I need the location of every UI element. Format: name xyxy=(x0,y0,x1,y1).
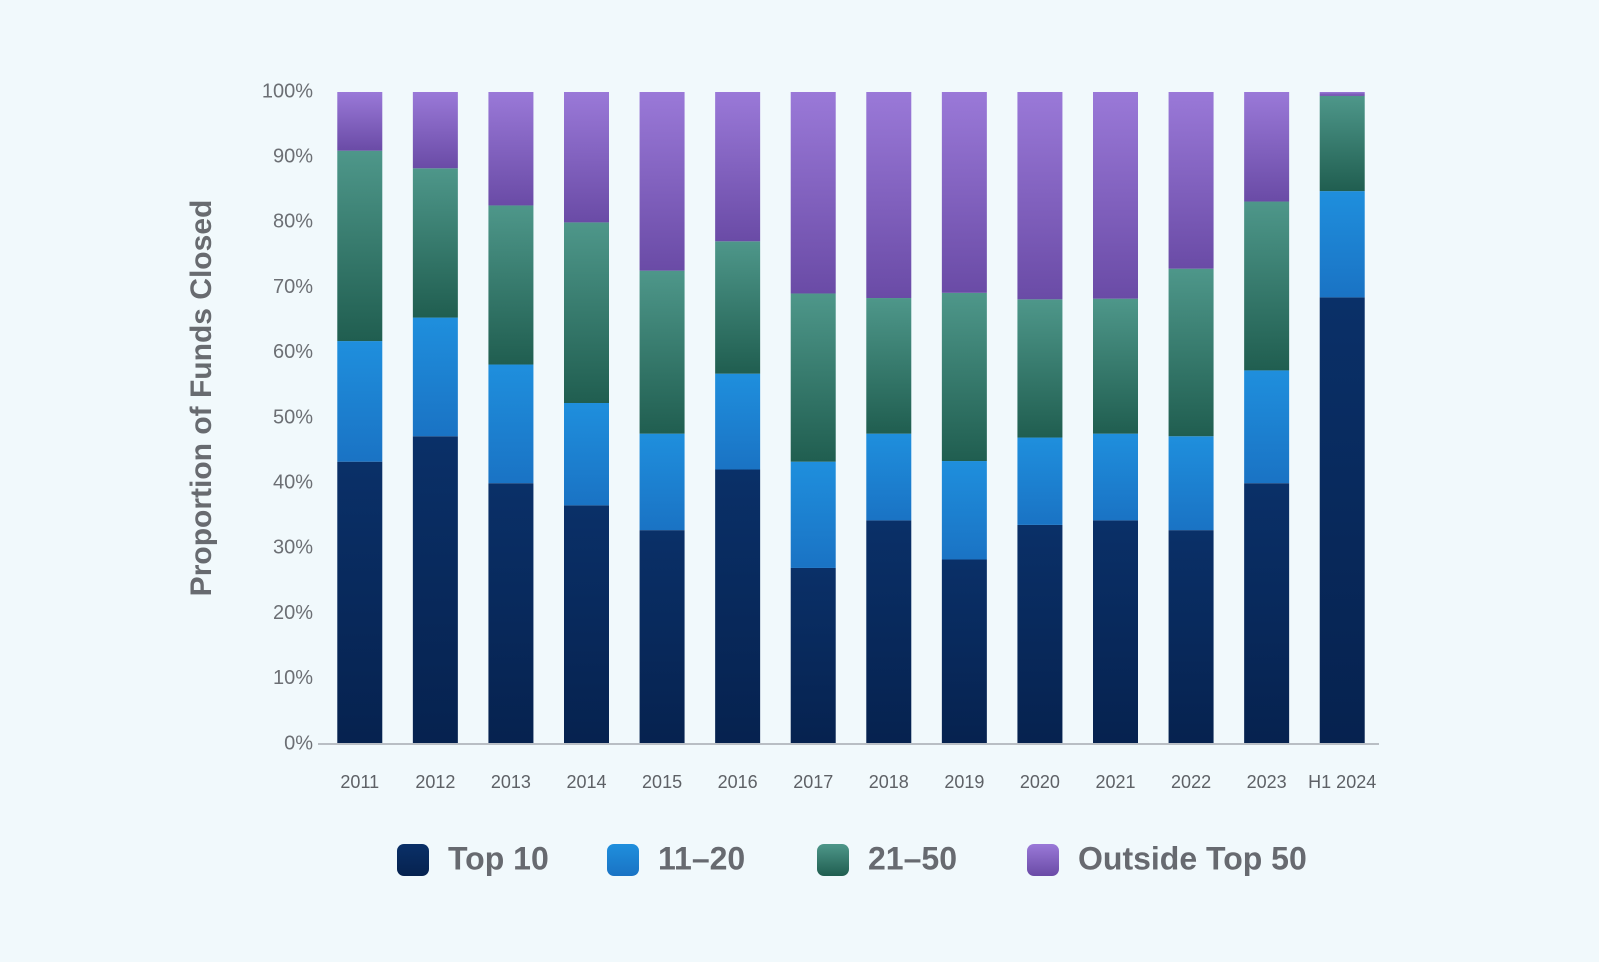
bar-segment-11-20-2013 xyxy=(488,364,534,484)
bar-segment-outside-top-50-2020 xyxy=(1017,92,1063,300)
x-tick-label: 2016 xyxy=(718,772,758,792)
bar-segment-outside-top-50-2022 xyxy=(1168,92,1214,269)
bar-segment-11-20-2021 xyxy=(1093,433,1138,521)
bar-segment-top-10-2022 xyxy=(1168,530,1214,744)
bar-segment-11-20-2012 xyxy=(412,317,458,437)
bar-segment-11-20-2011 xyxy=(337,341,383,462)
bar-segment-11-20-2014 xyxy=(564,403,609,506)
legend-swatch-outside-top-50 xyxy=(1027,844,1059,876)
bar-segment-outside-top-50-2013 xyxy=(488,92,534,206)
bar-segment-11-20-2019 xyxy=(941,461,987,560)
y-tick-label: 0% xyxy=(284,732,313,754)
x-tick-label: 2019 xyxy=(944,772,984,792)
bar-segment-outside-top-50-2023 xyxy=(1244,92,1290,202)
bar-segment-outside-top-50-2021 xyxy=(1093,92,1138,299)
bar-segment-outside-top-50-2011 xyxy=(337,92,383,151)
bar-segment-11-20-2018 xyxy=(866,433,912,521)
y-tick-label: 70% xyxy=(273,276,313,298)
y-tick-label: 90% xyxy=(273,145,313,167)
bar-segment-outside-top-50-2016 xyxy=(715,92,761,242)
y-tick-label: 80% xyxy=(273,211,313,233)
bar-segment-21-50-2021 xyxy=(1093,298,1138,434)
bar-segment-21-50-2011 xyxy=(337,150,383,342)
legend-swatch-11-20 xyxy=(607,844,639,876)
x-tick-label: 2011 xyxy=(340,772,379,792)
bar-segment-top-10-2014 xyxy=(564,505,609,744)
x-tick-label: 2017 xyxy=(793,772,833,792)
bar-segment-top-10-2012 xyxy=(412,436,458,744)
bar-segment-11-20-2023 xyxy=(1244,370,1290,484)
bar-segment-outside-top-50-h1-2024 xyxy=(1319,92,1365,96)
bar-segment-top-10-2020 xyxy=(1017,524,1063,744)
bar-segment-top-10-2011 xyxy=(337,461,383,744)
bar-segment-21-50-2016 xyxy=(715,241,761,374)
bar-segment-21-50-2017 xyxy=(790,293,836,462)
y-tick-label: 30% xyxy=(273,537,313,559)
legend-label-outside-top-50: Outside Top 50 xyxy=(1078,840,1307,876)
x-tick-label: 2023 xyxy=(1247,772,1287,792)
bar-segment-outside-top-50-2012 xyxy=(412,92,458,169)
legend-item-21-50: 21–50 xyxy=(817,840,957,876)
legend-item-11-20: 11–20 xyxy=(607,840,745,876)
legend-label-top-10: Top 10 xyxy=(448,840,549,876)
bar-segment-11-20-2015 xyxy=(639,433,685,531)
bar-segment-top-10-2017 xyxy=(790,567,836,744)
x-tick-label: 2022 xyxy=(1171,772,1211,792)
bar-segment-21-50-2019 xyxy=(941,292,987,462)
legend-label-21-50: 21–50 xyxy=(868,840,957,876)
x-tick-label: 2012 xyxy=(415,772,455,792)
bar-segment-21-50-2012 xyxy=(412,168,458,318)
bar-segment-11-20-2022 xyxy=(1168,436,1214,531)
bar-segment-top-10-h1-2024 xyxy=(1319,297,1365,744)
y-tick-label: 10% xyxy=(273,667,313,689)
y-axis-label: Proportion of Funds Closed xyxy=(185,200,218,597)
y-tick-label: 100% xyxy=(262,80,313,102)
bar-segment-outside-top-50-2015 xyxy=(639,92,685,271)
legend-item-top-10: Top 10 xyxy=(397,840,549,876)
bar-segment-outside-top-50-2018 xyxy=(866,92,912,299)
x-tick-label: 2015 xyxy=(642,772,682,792)
bar-segment-top-10-2019 xyxy=(941,559,987,744)
bar-segment-top-10-2023 xyxy=(1244,483,1290,744)
x-tick-label: 2018 xyxy=(869,772,909,792)
bar-segment-21-50-2013 xyxy=(488,205,534,365)
bar-segment-11-20-2016 xyxy=(715,373,761,470)
bar-segment-top-10-2015 xyxy=(639,530,685,744)
bar-segment-21-50-2018 xyxy=(866,298,912,434)
x-tick-label: 2021 xyxy=(1095,772,1135,792)
bar-segment-11-20-h1-2024 xyxy=(1319,191,1365,298)
legend-swatch-top-10 xyxy=(397,844,429,876)
x-tick-label: 2013 xyxy=(491,772,531,792)
legend-swatch-21-50 xyxy=(817,844,849,876)
bar-segment-21-50-h1-2024 xyxy=(1319,95,1365,192)
x-tick-label: 2020 xyxy=(1020,772,1060,792)
bar-segment-outside-top-50-2014 xyxy=(564,92,609,223)
y-tick-label: 40% xyxy=(273,471,313,493)
bar-segment-11-20-2020 xyxy=(1017,437,1063,525)
bar-segment-21-50-2022 xyxy=(1168,268,1214,437)
x-tick-label: 2014 xyxy=(566,772,606,792)
bar-segment-21-50-2020 xyxy=(1017,299,1063,438)
y-tick-label: 50% xyxy=(273,406,313,428)
y-tick-label: 20% xyxy=(273,602,313,624)
x-tick-label: H1 2024 xyxy=(1308,772,1376,792)
bar-segment-21-50-2023 xyxy=(1244,201,1290,371)
bar-segment-top-10-2016 xyxy=(715,469,761,744)
y-tick-label: 60% xyxy=(273,341,313,363)
bar-segment-21-50-2014 xyxy=(564,222,609,404)
bar-segment-11-20-2017 xyxy=(790,461,836,568)
bar-segment-outside-top-50-2017 xyxy=(790,92,836,294)
bar-segment-top-10-2021 xyxy=(1093,520,1138,744)
bar-segment-top-10-2018 xyxy=(866,520,912,744)
bar-segment-top-10-2013 xyxy=(488,483,534,744)
bar-segment-21-50-2015 xyxy=(639,270,685,434)
legend-item-outside-top-50: Outside Top 50 xyxy=(1027,840,1307,876)
legend-label-11-20: 11–20 xyxy=(658,840,745,876)
bar-segment-outside-top-50-2019 xyxy=(941,92,987,293)
